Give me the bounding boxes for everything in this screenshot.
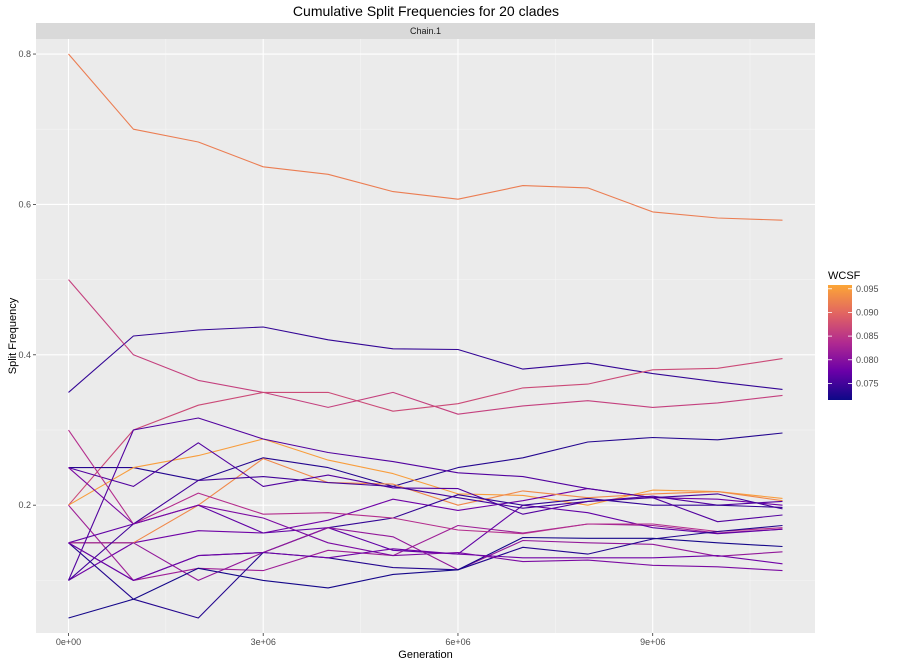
x-tick-label: 9e+06 [640,637,665,647]
x-tick-label: 6e+06 [445,637,470,647]
chart-title: Cumulative Split Frequencies for 20 clad… [293,3,559,19]
series-line-10 [68,504,783,581]
legend-colorbar [828,285,852,400]
y-tick-label: 0.2 [18,500,31,510]
series-line-18 [68,467,783,572]
y-tick-label: 0.4 [18,350,31,360]
x-tick-label: 3e+06 [251,637,276,647]
series-line-3 [68,279,783,415]
legend-title: WCSF [828,270,861,282]
x-tick-label: 0e+00 [56,637,81,647]
series-line-1 [68,53,783,221]
series-line-14 [68,527,783,581]
series-line-15 [68,476,783,581]
series-line-5 [68,432,783,487]
series-line-2 [68,326,783,393]
series-line-19 [67,417,783,581]
facet-strip [36,23,815,39]
axes: 0e+00 3e+06 6e+06 9e+06 0.2 0.4 0.6 0.8 [18,49,665,647]
legend-tick-label: 0.085 [856,331,879,341]
legend: WCSF 0.075 0.080 0.085 0.090 0.095 [828,270,879,400]
y-axis-title: Split Frequency [7,297,19,374]
series-line-8 [68,458,783,544]
series-line-13 [68,429,783,535]
series-line-6 [68,438,783,506]
plot-panel [36,39,815,633]
series-lines [67,53,783,619]
legend-tick-label: 0.075 [856,378,879,388]
legend-tick-label: 0.095 [856,284,879,294]
y-tick-label: 0.8 [18,49,31,59]
grid-lines [36,39,815,633]
series-line-16 [68,524,783,619]
series-line-17 [68,536,783,619]
series-line-20 [68,542,783,581]
y-tick-label: 0.6 [18,199,31,209]
facet-strip-label: Chain.1 [410,26,441,36]
series-line-9 [68,442,783,515]
series-line-4 [68,358,783,506]
x-axis-title: Generation [398,649,452,661]
legend-tick-label: 0.080 [856,355,879,365]
legend-tick-label: 0.090 [856,307,879,317]
